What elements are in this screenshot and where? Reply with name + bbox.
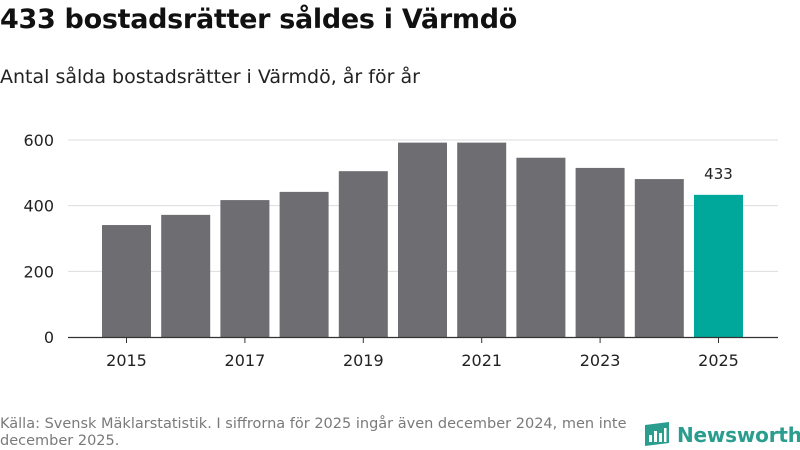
- bar-2025: [694, 194, 743, 337]
- bar-2017: [220, 200, 270, 337]
- y-tick-label-0: 0: [44, 328, 54, 347]
- y-tick-label-400: 400: [23, 197, 54, 216]
- bar-2015: [102, 225, 151, 337]
- x-tick-label-2019: 2019: [343, 351, 384, 370]
- brand-name: Newsworthy: [677, 423, 800, 447]
- bar-2021: [457, 142, 507, 337]
- bar-2018: [279, 191, 329, 337]
- y-tick-label-200: 200: [23, 262, 54, 281]
- data-label-2025: 433: [704, 165, 733, 183]
- brand-logo: Newsworthy: [645, 421, 800, 449]
- x-tick-label-2015: 2015: [106, 351, 147, 370]
- x-tick-label-2021: 2021: [461, 351, 502, 370]
- bar-2023: [575, 167, 625, 337]
- bar-2016: [161, 214, 211, 337]
- newsworthy-logo-icon: [645, 422, 669, 446]
- chart-title: 433 bostadsrätter såldes i Värmdö: [0, 4, 517, 35]
- bar-2024: [634, 179, 684, 337]
- bar-2020: [398, 142, 447, 337]
- chart-subtitle: Antal sålda bostadsrätter i Värmdö, år f…: [0, 66, 420, 88]
- x-tick-label-2017: 2017: [225, 351, 266, 370]
- source-footnote: Källa: Svensk Mäklarstatistik. I siffror…: [0, 416, 627, 449]
- x-tick-label-2023: 2023: [580, 351, 621, 370]
- bar-chart: 0 200 400 600 2015 2017 2019 2021 2023 2025 433: [23, 131, 778, 370]
- y-tick-label-600: 600: [23, 131, 54, 150]
- x-tick-label-2025: 2025: [698, 351, 739, 370]
- bar-2022: [516, 157, 566, 337]
- bar-2019: [338, 171, 388, 337]
